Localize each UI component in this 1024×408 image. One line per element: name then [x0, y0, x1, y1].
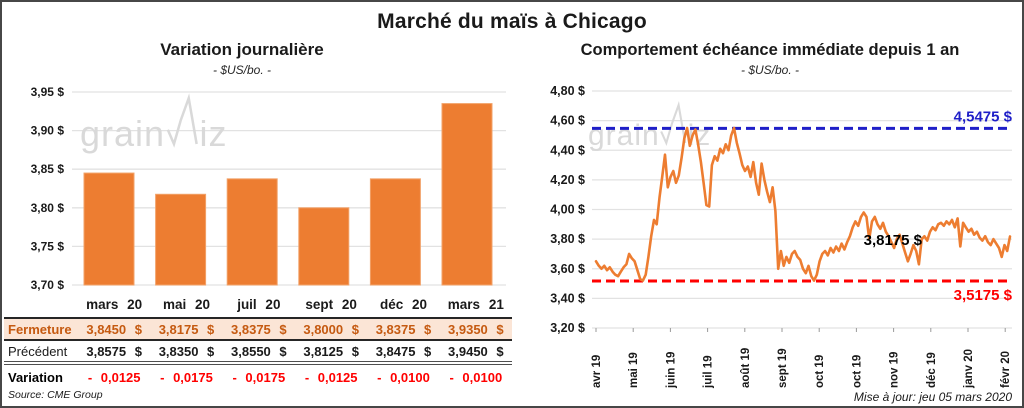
column-header: juil 20 [237, 297, 281, 312]
watermark-text: iz [200, 113, 228, 154]
table-cell: - 0,0125 [87, 369, 141, 385]
reference-line-label: 3,5175 $ [954, 287, 1013, 304]
x-tick-label: oct 19 [814, 355, 826, 388]
x-tick-label: avr 19 [591, 355, 603, 388]
price-line [594, 126, 1012, 282]
grainwiz-watermark: grain iz [588, 101, 710, 152]
table-cell: 3,8350 $ [158, 343, 215, 359]
table-cell: 3,9350 $ [448, 321, 504, 337]
y-tick-label: 3,40 $ [550, 291, 585, 305]
column-header: mai 20 [162, 297, 210, 312]
bar [298, 207, 350, 286]
watermark-text: grain [588, 119, 660, 152]
table-cell: 3,8175 $ [158, 321, 215, 337]
table-row-fermeture: Fermeture 3,8450 $ 3,8175 $ 3,8375 $ 3,8… [4, 317, 512, 341]
table-cell: - 0,0100 [449, 369, 503, 385]
x-tick-label: oct 19 [851, 355, 863, 388]
reference-line-label: 4,5475 $ [954, 108, 1013, 125]
table-cell: 3,8450 $ [86, 321, 142, 337]
x-tick-label: juin 19 [665, 352, 677, 389]
updated-note: Mise à jour: jeu 05 mars 2020 [853, 390, 1012, 404]
line-chart-subtitle: - $US/bo. - [740, 63, 800, 77]
table-cell: 3,8475 $ [375, 343, 432, 359]
table-cell: - 0,0125 [304, 369, 358, 385]
table-cell: 3,8375 $ [375, 321, 432, 337]
column-header: sept 20 [305, 297, 357, 312]
page-title: Marché du maïs à Chicago [377, 10, 647, 33]
table-row-variation: Variation - 0,0125 - 0,0175 - 0,0175 - 0… [4, 365, 512, 389]
watermark-zigzag-icon [166, 93, 198, 148]
x-tick-label: janv 20 [963, 349, 975, 389]
x-tick-label: déc 19 [926, 352, 938, 388]
bar [226, 178, 278, 286]
y-tick-label: 4,00 $ [550, 203, 585, 217]
y-tick-label: 3,90 $ [31, 124, 65, 138]
x-tick-label: mai 19 [628, 352, 640, 388]
bar [155, 193, 207, 286]
bar [83, 172, 135, 286]
y-tick-label: 3,85 $ [31, 162, 65, 176]
line-chart-title: Comportement échéance immédiate depuis 1… [580, 41, 960, 59]
y-tick-label: 3,80 $ [31, 201, 65, 215]
last-value-label: 3,8175 $ [864, 232, 923, 249]
y-tick-label: 3,75 $ [31, 239, 65, 253]
table-cell: - 0,0100 [377, 369, 430, 385]
y-tick-label: 4,20 $ [550, 173, 585, 187]
table-cell: - 0,0175 [232, 369, 286, 385]
table-header-row: mars 20 mai 20 juil 20 sept 20 déc 20 ma… [4, 292, 512, 317]
table-cell: 3,8550 $ [231, 343, 287, 359]
watermark-text: grain [80, 113, 165, 154]
table-row-precedent: Précédent 3,8575 $ 3,8350 $ 3,8550 $ 3,8… [4, 341, 512, 365]
x-tick-label: juil 19 [703, 355, 715, 389]
table-cell: 3,8125 $ [303, 343, 359, 359]
y-tick-label: 3,60 $ [550, 262, 585, 276]
source-note: Source: CME Group [8, 389, 103, 401]
row-label: Fermeture [8, 321, 72, 337]
table-cell: 3,8575 $ [86, 343, 142, 359]
line-chart-canvas: 4,80 $ 4,60 $ 4,40 $ 4,20 $ 4,00 $ 3,80 $ 3,60… [550, 84, 1013, 389]
y-tick-label: 3,70 $ [31, 278, 65, 292]
table-cell: 3,8000 $ [303, 321, 359, 337]
bar-chart-title: Variation journalière [160, 40, 324, 59]
x-tick-label: févr 20 [1000, 351, 1012, 388]
x-tick-label: août 19 [740, 348, 752, 388]
y-tick-label: 3,20 $ [550, 321, 585, 335]
row-label: Précédent [8, 343, 68, 359]
watermark-zigzag-icon [660, 101, 687, 147]
x-tick-label: nov 19 [889, 352, 901, 388]
y-tick-label: 4,40 $ [550, 143, 585, 157]
bar [441, 103, 493, 286]
column-header: déc 20 [379, 297, 427, 312]
table-cell: 3,8375 $ [231, 321, 287, 337]
x-tick-label: sept 19 [777, 348, 789, 388]
table-cell: 3,9450 $ [448, 343, 504, 359]
y-tick-label: 3,95 $ [31, 85, 65, 99]
y-tick-label: 4,80 $ [550, 84, 585, 98]
bar [369, 178, 421, 286]
futures-table: mars 20 mai 20 juil 20 sept 20 déc 20 ma… [4, 292, 512, 389]
bar-chart-canvas: 3,95 $ 3,90 $ 3,85 $ 3,80 $ 3,75 $ 3,70 $ grai… [31, 85, 506, 292]
row-label: Variation [8, 369, 63, 385]
grainwiz-watermark: grain iz [80, 93, 228, 154]
bar-chart-subtitle: - $US/bo. - [212, 63, 272, 77]
y-tick-label: 3,80 $ [550, 232, 585, 246]
column-header: mars 21 [447, 297, 504, 312]
y-tick-label: 4,60 $ [550, 114, 585, 128]
table-cell: - 0,0175 [160, 369, 213, 385]
column-header: mars 20 [86, 297, 143, 312]
